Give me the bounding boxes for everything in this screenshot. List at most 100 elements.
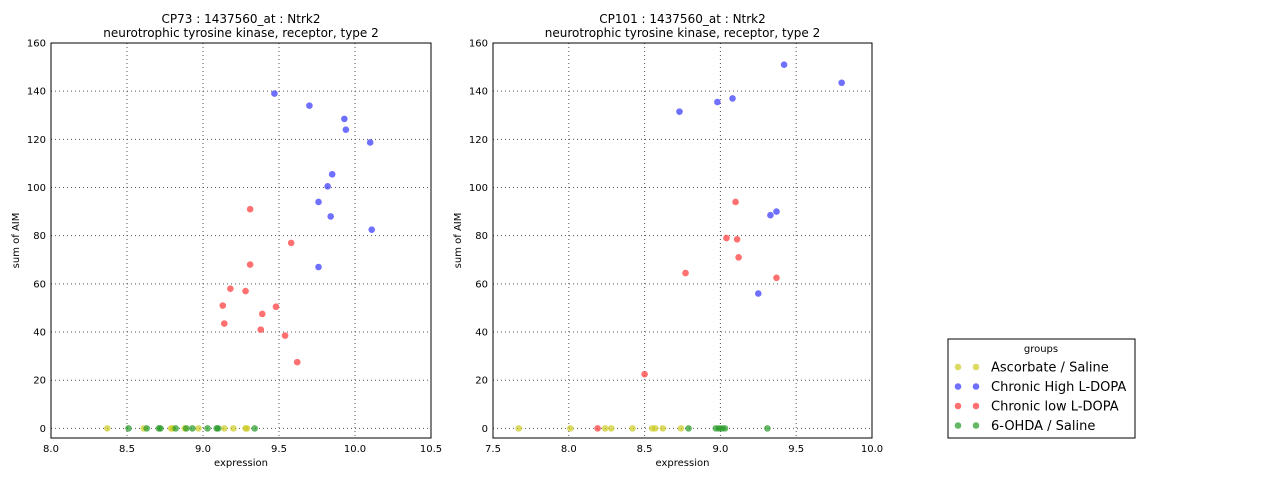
x-axis-label: expression bbox=[656, 458, 710, 469]
x-tick-label: 9.0 bbox=[195, 444, 211, 455]
data-point bbox=[257, 326, 265, 333]
legend-item: Chronic High L-DOPA bbox=[954, 380, 1126, 395]
data-point bbox=[659, 425, 667, 432]
x-tick-label: 7.5 bbox=[485, 444, 501, 455]
subplot-1: 8.0 8.5 9.0 9.5 10.0 10.5 0 20 40 60 80 100 120 140 16… bbox=[11, 12, 442, 469]
data-point bbox=[773, 208, 780, 215]
legend-frame bbox=[947, 338, 1136, 439]
data-point bbox=[227, 285, 234, 292]
data-point bbox=[143, 425, 151, 432]
legend-item: Ascorbate / Saline bbox=[954, 361, 1109, 376]
data-point bbox=[676, 108, 683, 115]
data-point bbox=[172, 425, 179, 432]
data-point bbox=[195, 425, 202, 432]
legend-marker bbox=[954, 383, 962, 390]
chart-subtitle: neurotrophic tyrosine kinase, receptor, … bbox=[545, 26, 821, 40]
x-tick-label: 10.0 bbox=[861, 444, 883, 455]
data-point bbox=[629, 425, 636, 432]
legend-marker bbox=[972, 383, 980, 390]
y-tick-label: 0 bbox=[482, 424, 488, 435]
y-tick-label: 60 bbox=[475, 279, 488, 290]
data-point bbox=[341, 115, 348, 123]
legend-marker bbox=[972, 402, 980, 410]
x-tick-label: 10.5 bbox=[420, 444, 442, 455]
legend-marker bbox=[972, 363, 980, 371]
legend-marker bbox=[954, 402, 962, 410]
data-point bbox=[723, 234, 730, 242]
data-point bbox=[368, 226, 376, 233]
data-point bbox=[682, 269, 689, 277]
data-point bbox=[214, 425, 222, 432]
data-point bbox=[182, 425, 190, 432]
data-point bbox=[366, 139, 374, 146]
legend-marker bbox=[972, 422, 980, 429]
data-point bbox=[601, 425, 609, 432]
subplot-2: 7.5 8.0 8.5 9.0 9.5 10.0 0 20 40 60 80 100 120 140 160… bbox=[453, 12, 883, 469]
data-point bbox=[281, 332, 289, 339]
data-point bbox=[714, 98, 721, 106]
legend-label: Chronic High L-DOPA bbox=[991, 380, 1126, 395]
legend-item: Chronic low L-DOPA bbox=[954, 400, 1119, 415]
data-point bbox=[780, 61, 788, 68]
legend-label: Ascorbate / Saline bbox=[991, 361, 1109, 376]
y-tick-label: 160 bbox=[469, 39, 488, 50]
data-point bbox=[287, 239, 295, 247]
y-tick-label: 120 bbox=[469, 135, 488, 146]
chart-subtitle: neurotrophic tyrosine kinase, receptor, … bbox=[103, 26, 379, 40]
y-axis-label: sum of AIM bbox=[453, 213, 464, 269]
data-point bbox=[258, 310, 266, 318]
plot-frame bbox=[50, 42, 432, 439]
data-point bbox=[767, 211, 774, 219]
data-point bbox=[729, 95, 736, 102]
x-tick-label: 8.5 bbox=[119, 444, 135, 455]
data-point bbox=[838, 79, 845, 87]
x-axis-label: expression bbox=[214, 458, 268, 469]
data-point bbox=[733, 235, 741, 243]
data-point bbox=[677, 425, 685, 432]
legend-title: groups bbox=[1024, 344, 1058, 355]
data-point bbox=[685, 425, 692, 432]
y-tick-label: 140 bbox=[469, 87, 488, 98]
y-tick-label: 20 bbox=[475, 376, 488, 387]
x-tick-label: 8.0 bbox=[561, 444, 577, 455]
data-point bbox=[306, 102, 313, 109]
data-point bbox=[242, 287, 249, 295]
x-tick-label: 8.5 bbox=[637, 444, 653, 455]
y-tick-label: 80 bbox=[33, 231, 46, 242]
data-point bbox=[243, 425, 251, 432]
data-point bbox=[220, 320, 228, 327]
data-point bbox=[773, 274, 780, 282]
x-tick-label: 9.5 bbox=[788, 444, 804, 455]
data-point bbox=[755, 290, 762, 297]
y-tick-label: 120 bbox=[27, 135, 46, 146]
plot-frame bbox=[492, 42, 873, 439]
data-point bbox=[272, 303, 280, 311]
x-tick-label: 9.0 bbox=[712, 444, 728, 455]
chart-title: CP73 : 1437560_at : Ntrk2 bbox=[162, 12, 321, 26]
y-tick-label: 160 bbox=[27, 39, 46, 50]
data-point bbox=[246, 261, 254, 268]
data-point bbox=[293, 358, 301, 366]
legend-item: 6-OHDA / Saline bbox=[954, 419, 1095, 434]
data-point bbox=[315, 198, 322, 206]
data-point bbox=[125, 425, 132, 432]
data-point bbox=[157, 425, 164, 432]
data-point bbox=[327, 213, 334, 220]
legend: groups Ascorbate / Saline Chronic High L-D… bbox=[947, 338, 1136, 439]
data-point bbox=[651, 425, 659, 432]
data-point bbox=[315, 263, 322, 271]
data-point bbox=[567, 425, 574, 432]
legend-label: Chronic low L-DOPA bbox=[991, 400, 1119, 415]
y-tick-label: 100 bbox=[469, 183, 488, 194]
y-axis-label: sum of AIM bbox=[11, 213, 22, 269]
data-point bbox=[764, 425, 771, 432]
data-point bbox=[594, 425, 601, 432]
y-tick-label: 20 bbox=[33, 376, 46, 387]
legend-label: 6-OHDA / Saline bbox=[991, 419, 1095, 434]
data-point bbox=[189, 425, 196, 432]
data-point bbox=[251, 425, 258, 432]
data-point bbox=[103, 425, 111, 432]
data-point bbox=[220, 425, 228, 432]
data-point bbox=[732, 198, 739, 206]
